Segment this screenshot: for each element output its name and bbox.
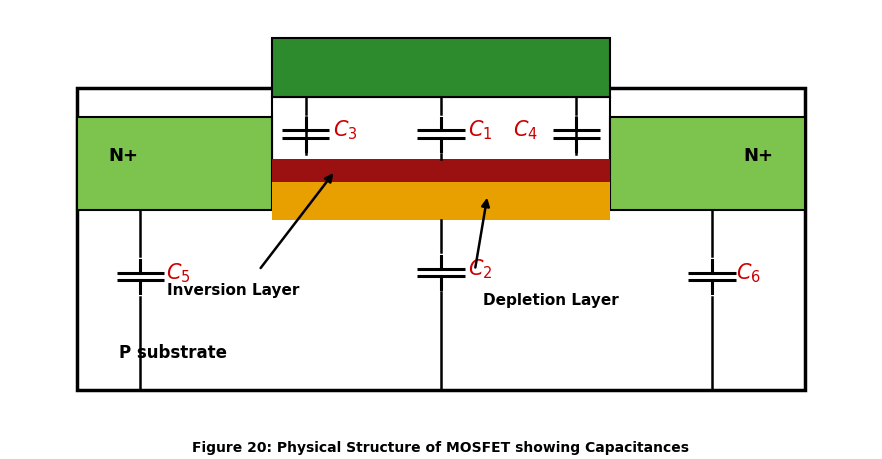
Text: N+: N+ bbox=[744, 147, 774, 165]
Text: N+: N+ bbox=[108, 147, 138, 165]
Text: $C_4$: $C_4$ bbox=[513, 118, 538, 142]
Bar bbox=[77, 89, 805, 390]
Text: Inversion Layer: Inversion Layer bbox=[168, 282, 300, 297]
Bar bbox=[610, 118, 805, 210]
Bar bbox=[272, 39, 610, 97]
Text: Figure 20: Physical Structure of MOSFET showing Capacitances: Figure 20: Physical Structure of MOSFET … bbox=[192, 441, 690, 454]
Text: $C_5$: $C_5$ bbox=[166, 261, 191, 285]
Bar bbox=[272, 160, 610, 183]
Bar bbox=[272, 97, 610, 170]
Text: $C_2$: $C_2$ bbox=[468, 257, 492, 280]
Text: $C_3$: $C_3$ bbox=[333, 118, 357, 142]
Bar bbox=[272, 170, 610, 220]
Text: P substrate: P substrate bbox=[119, 343, 228, 361]
Text: $C_1$: $C_1$ bbox=[468, 118, 492, 142]
Bar bbox=[77, 118, 272, 210]
Text: $C_6$: $C_6$ bbox=[736, 261, 760, 285]
Text: Depletion Layer: Depletion Layer bbox=[483, 292, 619, 308]
